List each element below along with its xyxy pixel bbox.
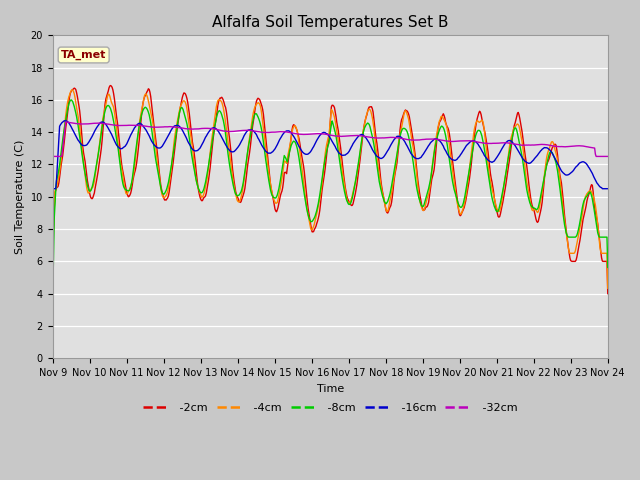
Legend:  -2cm,  -4cm,  -8cm,  -16cm,  -32cm: -2cm, -4cm, -8cm, -16cm, -32cm: [139, 398, 522, 417]
Title: Alfalfa Soil Temperatures Set B: Alfalfa Soil Temperatures Set B: [212, 15, 449, 30]
X-axis label: Time: Time: [317, 384, 344, 394]
Text: TA_met: TA_met: [61, 50, 106, 60]
Y-axis label: Soil Temperature (C): Soil Temperature (C): [15, 140, 25, 254]
